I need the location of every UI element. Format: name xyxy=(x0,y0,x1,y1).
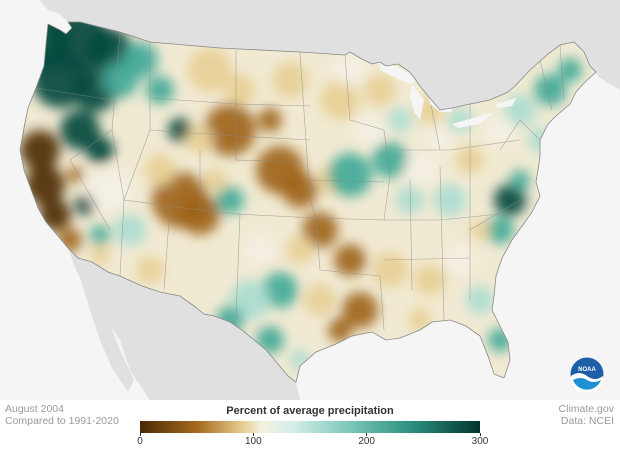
precipitation-patch xyxy=(186,126,214,154)
credits: Climate.gov Data: NCEI xyxy=(559,403,614,427)
legend-tick-mark xyxy=(139,433,141,436)
precipitation-patch xyxy=(334,54,366,86)
precipitation-patch xyxy=(86,136,114,164)
legend-tick-label: 200 xyxy=(358,436,375,447)
precipitation-patch xyxy=(302,212,338,248)
precipitation-patch xyxy=(356,116,384,144)
legend-tick-label: 0 xyxy=(137,436,143,447)
precipitation-patch xyxy=(494,184,526,216)
baseline-label: Compared to 1991-2020 xyxy=(5,415,119,427)
precipitation-patch xyxy=(246,236,274,264)
precipitation-patch xyxy=(258,108,282,132)
mexico-landmass xyxy=(68,248,300,400)
precipitation-patch xyxy=(75,195,95,215)
precipitation-patch xyxy=(534,74,566,106)
precipitation-patch xyxy=(88,28,132,72)
precipitation-patch xyxy=(414,264,446,296)
precipitation-patch xyxy=(434,184,466,216)
precipitation-patch xyxy=(282,172,318,208)
precipitation-patch xyxy=(428,128,452,152)
precipitation-patch xyxy=(334,244,366,276)
precipitation-patch xyxy=(342,292,378,328)
precipitation-patch xyxy=(328,318,352,342)
precipitation-patch xyxy=(364,74,396,106)
us-outline xyxy=(19,21,597,383)
precipitation-patch xyxy=(144,154,176,186)
precipitation-patch xyxy=(466,286,494,314)
precipitation-patch xyxy=(486,116,514,144)
precipitation-patch xyxy=(446,246,474,274)
precipitation-patch xyxy=(286,236,314,264)
legend-tick-mark xyxy=(479,433,481,436)
precipitation-patch xyxy=(304,284,336,316)
precipitation-patch xyxy=(67,167,83,183)
precipitation-patch xyxy=(122,42,158,78)
precipitation-patch xyxy=(272,62,308,98)
baja-peninsula xyxy=(78,262,134,392)
source-label: Climate.gov xyxy=(558,403,614,415)
precipitation-map xyxy=(19,0,620,400)
precipitation-patch xyxy=(20,130,60,170)
legend-title: Percent of average precipitation xyxy=(226,405,394,417)
precipitation-patch xyxy=(486,216,514,244)
legend-color-bar xyxy=(140,421,480,433)
legend-tick-label: 100 xyxy=(244,436,262,447)
precipitation-patch xyxy=(262,272,298,308)
precipitation-patch xyxy=(328,153,372,197)
precipitation-patch xyxy=(558,58,582,82)
legend-tick-mark xyxy=(252,433,254,436)
precipitation-patch xyxy=(372,252,408,288)
precipitation-patch xyxy=(320,80,360,120)
precipitation-patch xyxy=(180,195,220,235)
state-boundaries xyxy=(35,31,565,331)
precipitation-patch xyxy=(396,186,424,214)
noaa-logo-icon: NOAA xyxy=(569,356,605,392)
period-label: August 2004 xyxy=(5,403,64,415)
precipitation-patch xyxy=(372,142,408,178)
precipitation-patch xyxy=(136,256,164,284)
precipitation-patch xyxy=(90,245,110,265)
precipitation-patch xyxy=(146,76,174,104)
precipitation-patch xyxy=(204,104,256,156)
legend-tick-mark xyxy=(366,433,368,436)
precipitation-patch xyxy=(188,48,232,92)
precipitation-patch xyxy=(203,168,227,192)
canada-landmass xyxy=(40,0,620,110)
precipitation-patch xyxy=(114,214,146,246)
precipitation-patch xyxy=(216,186,244,214)
noaa-logo-text: NOAA xyxy=(578,367,596,373)
precipitation-patch xyxy=(404,154,436,186)
precipitation-patch xyxy=(388,108,412,132)
precipitation-patch xyxy=(510,170,530,190)
precipitation-patch xyxy=(230,280,270,320)
precipitation-patch xyxy=(90,225,110,245)
legend-tick-label: 300 xyxy=(471,436,489,447)
precipitation-patch xyxy=(470,220,490,240)
precipitation-patch xyxy=(224,74,256,106)
data-source-label: Data: NCEI xyxy=(560,415,614,427)
precipitation-patch xyxy=(25,165,65,205)
precipitation-patch xyxy=(88,168,132,212)
precipitation-patch xyxy=(168,118,192,142)
precipitation-patch xyxy=(60,110,100,150)
map-caption: August 2004 Compared to 1991-2020 xyxy=(5,403,119,427)
